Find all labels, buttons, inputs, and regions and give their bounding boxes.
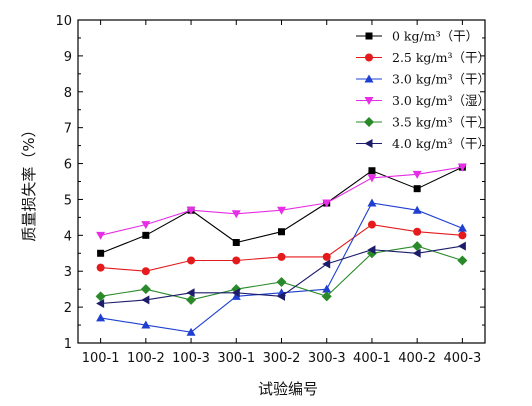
legend-marker [365,53,373,62]
data-point-s3 [367,198,377,207]
data-point-s4 [96,231,106,240]
data-point-s2 [232,256,241,265]
x-tick-label: 300-1 [217,351,255,366]
data-point-s1 [97,249,105,257]
data-point-s6 [412,248,421,258]
y-tick-label: 9 [64,50,72,65]
legend-marker [364,74,374,83]
y-tick-label: 10 [55,14,72,29]
data-point-s3 [186,327,196,336]
x-tick-label: 300-3 [308,351,346,366]
legend-label: 3.0 kg/m³（湿） [392,93,490,108]
y-axis-title: 质量损失率（%） [20,122,38,241]
data-point-s1 [278,228,285,236]
data-point-s5 [276,276,287,287]
data-point-s6 [141,295,150,305]
legend-marker [364,139,373,148]
data-point-s6 [277,291,285,301]
data-point-s2 [277,252,286,261]
data-point-s6 [322,259,331,269]
y-tick-label: 6 [64,158,72,173]
data-point-s5 [412,241,423,252]
data-point-s5 [457,255,468,266]
y-tick-label: 4 [64,229,72,244]
legend-label: 0 kg/m³（干） [392,29,478,44]
series-line-3 [100,202,463,333]
data-point-s6 [457,241,466,251]
data-point-s2 [187,256,196,265]
data-point-s5 [186,294,197,305]
data-point-s2 [458,231,467,240]
data-point-s4 [186,206,196,215]
y-tick-label: 3 [64,265,72,280]
y-tick-label: 5 [64,193,72,208]
legend-label: 3.5 kg/m³（干） [392,115,490,130]
data-point-s1 [232,239,240,247]
y-tick-label: 8 [64,86,72,101]
data-point-s4 [367,174,377,183]
legend-label: 2.5 kg/m³（干） [392,50,490,65]
data-point-s4 [412,170,422,179]
data-point-s4 [141,221,151,230]
legend-marker [364,97,374,105]
x-tick-label: 100-1 [82,351,120,366]
x-tick-label: 100-3 [172,351,210,366]
y-tick-label: 2 [64,301,72,316]
data-point-s4 [322,199,332,208]
data-point-s1 [413,185,421,193]
data-point-s3 [96,313,106,322]
series-line-4 [100,166,463,236]
data-point-s3 [231,291,241,300]
data-point-s2 [367,220,376,229]
data-point-s5 [95,291,106,302]
data-point-s3 [457,223,467,232]
data-point-s1 [142,231,150,239]
data-point-s2 [322,252,331,261]
data-point-s3 [322,284,332,293]
x-tick-label: 400-1 [353,351,391,366]
data-point-s6 [96,299,105,309]
y-tick-label: 1 [64,337,72,352]
data-point-s5 [140,284,151,295]
data-point-s6 [186,288,195,298]
data-point-s3 [412,205,422,214]
data-point-s6 [231,288,240,298]
data-point-s2 [413,227,422,236]
data-point-s4 [457,163,467,172]
x-tick-label: 400-3 [443,351,481,366]
data-point-s5 [321,291,332,302]
data-point-s1 [368,167,376,175]
data-point-s2 [96,263,105,272]
data-point-s6 [367,245,376,255]
data-point-s2 [141,267,150,276]
data-point-s4 [277,206,286,215]
y-tick-label: 7 [64,122,72,137]
legend-label: 4.0 kg/m³（干） [392,136,490,151]
legend-label: 3.0 kg/m³（干） [392,72,490,87]
x-tick-label: 300-2 [263,351,301,366]
data-point-s3 [141,320,151,329]
x-axis-title: 试验编号 [258,380,318,398]
chart-marks: 1 2 3 4 5 6 7 8 9 10 100-1 100-2 100-3 300-1 300-2 300-… [55,14,490,366]
data-point-s4 [231,210,241,219]
x-tick-label: 400-2 [398,351,436,366]
legend-marker [364,117,374,127]
x-tick-label: 100-2 [127,351,165,366]
legend-marker [365,32,373,40]
